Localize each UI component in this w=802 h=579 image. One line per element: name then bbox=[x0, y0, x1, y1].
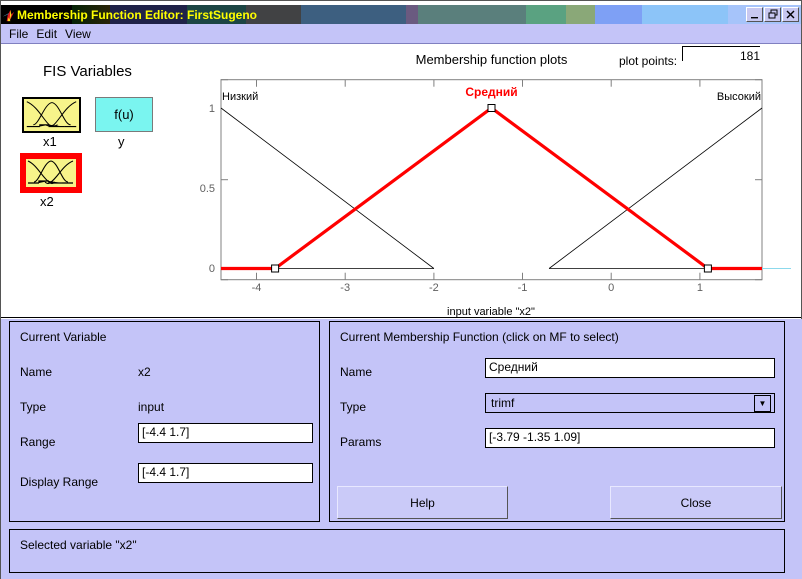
svg-text:Низкий: Низкий bbox=[222, 91, 258, 103]
svg-text:Средний: Средний bbox=[465, 85, 517, 99]
svg-text:input variable "x2": input variable "x2" bbox=[447, 306, 535, 318]
svg-text:0: 0 bbox=[209, 263, 215, 275]
svg-text:0: 0 bbox=[608, 282, 614, 294]
svg-text:-2: -2 bbox=[429, 282, 439, 294]
svg-text:-3: -3 bbox=[340, 282, 350, 294]
svg-text:-4: -4 bbox=[252, 282, 262, 294]
svg-text:1: 1 bbox=[209, 103, 215, 115]
svg-text:Высокий: Высокий bbox=[717, 91, 761, 103]
svg-text:-1: -1 bbox=[518, 282, 528, 294]
svg-text:0.5: 0.5 bbox=[200, 183, 215, 195]
svg-text:1: 1 bbox=[697, 282, 703, 294]
